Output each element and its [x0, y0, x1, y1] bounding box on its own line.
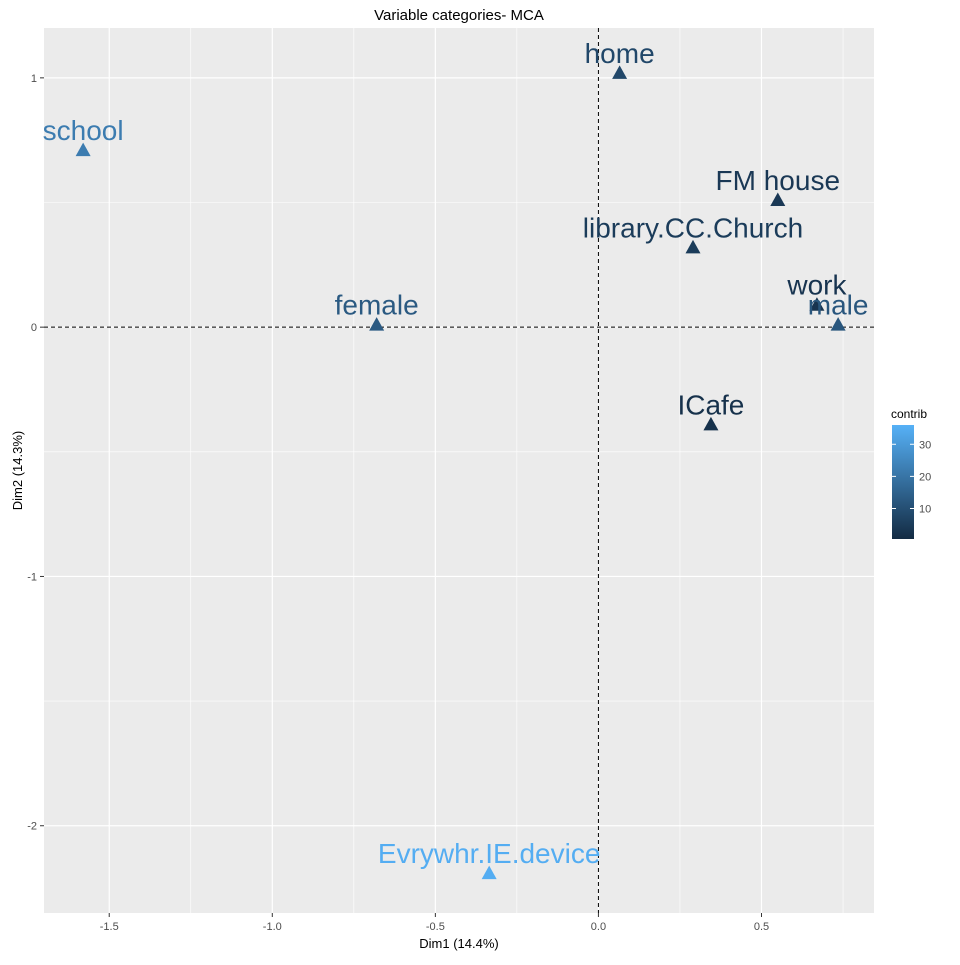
- x-tick-label: 0.5: [754, 921, 769, 933]
- point-marker: [75, 142, 91, 157]
- x-axis-ticks: -1.5 -1.0 -0.5 0.0 0.5: [100, 913, 769, 933]
- point-marker: [481, 865, 497, 880]
- point-label: home: [585, 38, 655, 69]
- grid-minor: [44, 28, 874, 913]
- point-label: Evrywhr.IE.device: [378, 838, 601, 869]
- x-tick-label: -1.0: [263, 921, 282, 933]
- point-label: school: [43, 115, 124, 146]
- point-label: female: [335, 290, 419, 321]
- point-marker: [770, 192, 786, 207]
- point-marker: [612, 65, 628, 79]
- color-legend: contrib 10 20 30: [891, 407, 931, 539]
- point-label: male: [808, 290, 869, 321]
- legend-tick-label: 10: [919, 503, 931, 515]
- point-label: ICafe: [677, 389, 744, 420]
- legend-title: contrib: [891, 407, 927, 421]
- point-marker: [830, 317, 846, 331]
- y-tick-label: -2: [27, 821, 37, 833]
- point-marker: [809, 297, 825, 311]
- data-points: [75, 65, 846, 880]
- y-axis-ticks: -2 -1 0 1: [27, 73, 44, 833]
- legend-tick-label: 20: [919, 471, 931, 483]
- point-labels: home school FM house library.CC.Church femal…: [43, 38, 869, 869]
- point-marker: [703, 416, 719, 431]
- chart-title: Variable categories- MCA: [374, 7, 544, 24]
- point-marker: [685, 239, 701, 254]
- y-tick-label: 1: [31, 73, 37, 85]
- x-tick-label: -1.5: [100, 921, 119, 933]
- y-tick-label: -1: [27, 571, 37, 583]
- legend-colorbar: [892, 425, 914, 539]
- x-tick-label: -0.5: [426, 921, 445, 933]
- plot-panel: [44, 28, 874, 913]
- point-marker: [369, 317, 385, 331]
- legend-ticks: 10 20 30: [892, 439, 931, 515]
- legend-tick-label: 30: [919, 439, 931, 451]
- y-tick-label: 0: [31, 322, 37, 334]
- point-label: FM house: [716, 165, 841, 196]
- point-label: work: [786, 270, 847, 301]
- x-axis-title: Dim1 (14.4%): [419, 936, 498, 951]
- x-tick-label: 0.0: [591, 921, 606, 933]
- reference-lines: [44, 28, 874, 913]
- y-axis-title: Dim2 (14.3%): [10, 431, 25, 510]
- point-label: library.CC.Church: [583, 212, 803, 243]
